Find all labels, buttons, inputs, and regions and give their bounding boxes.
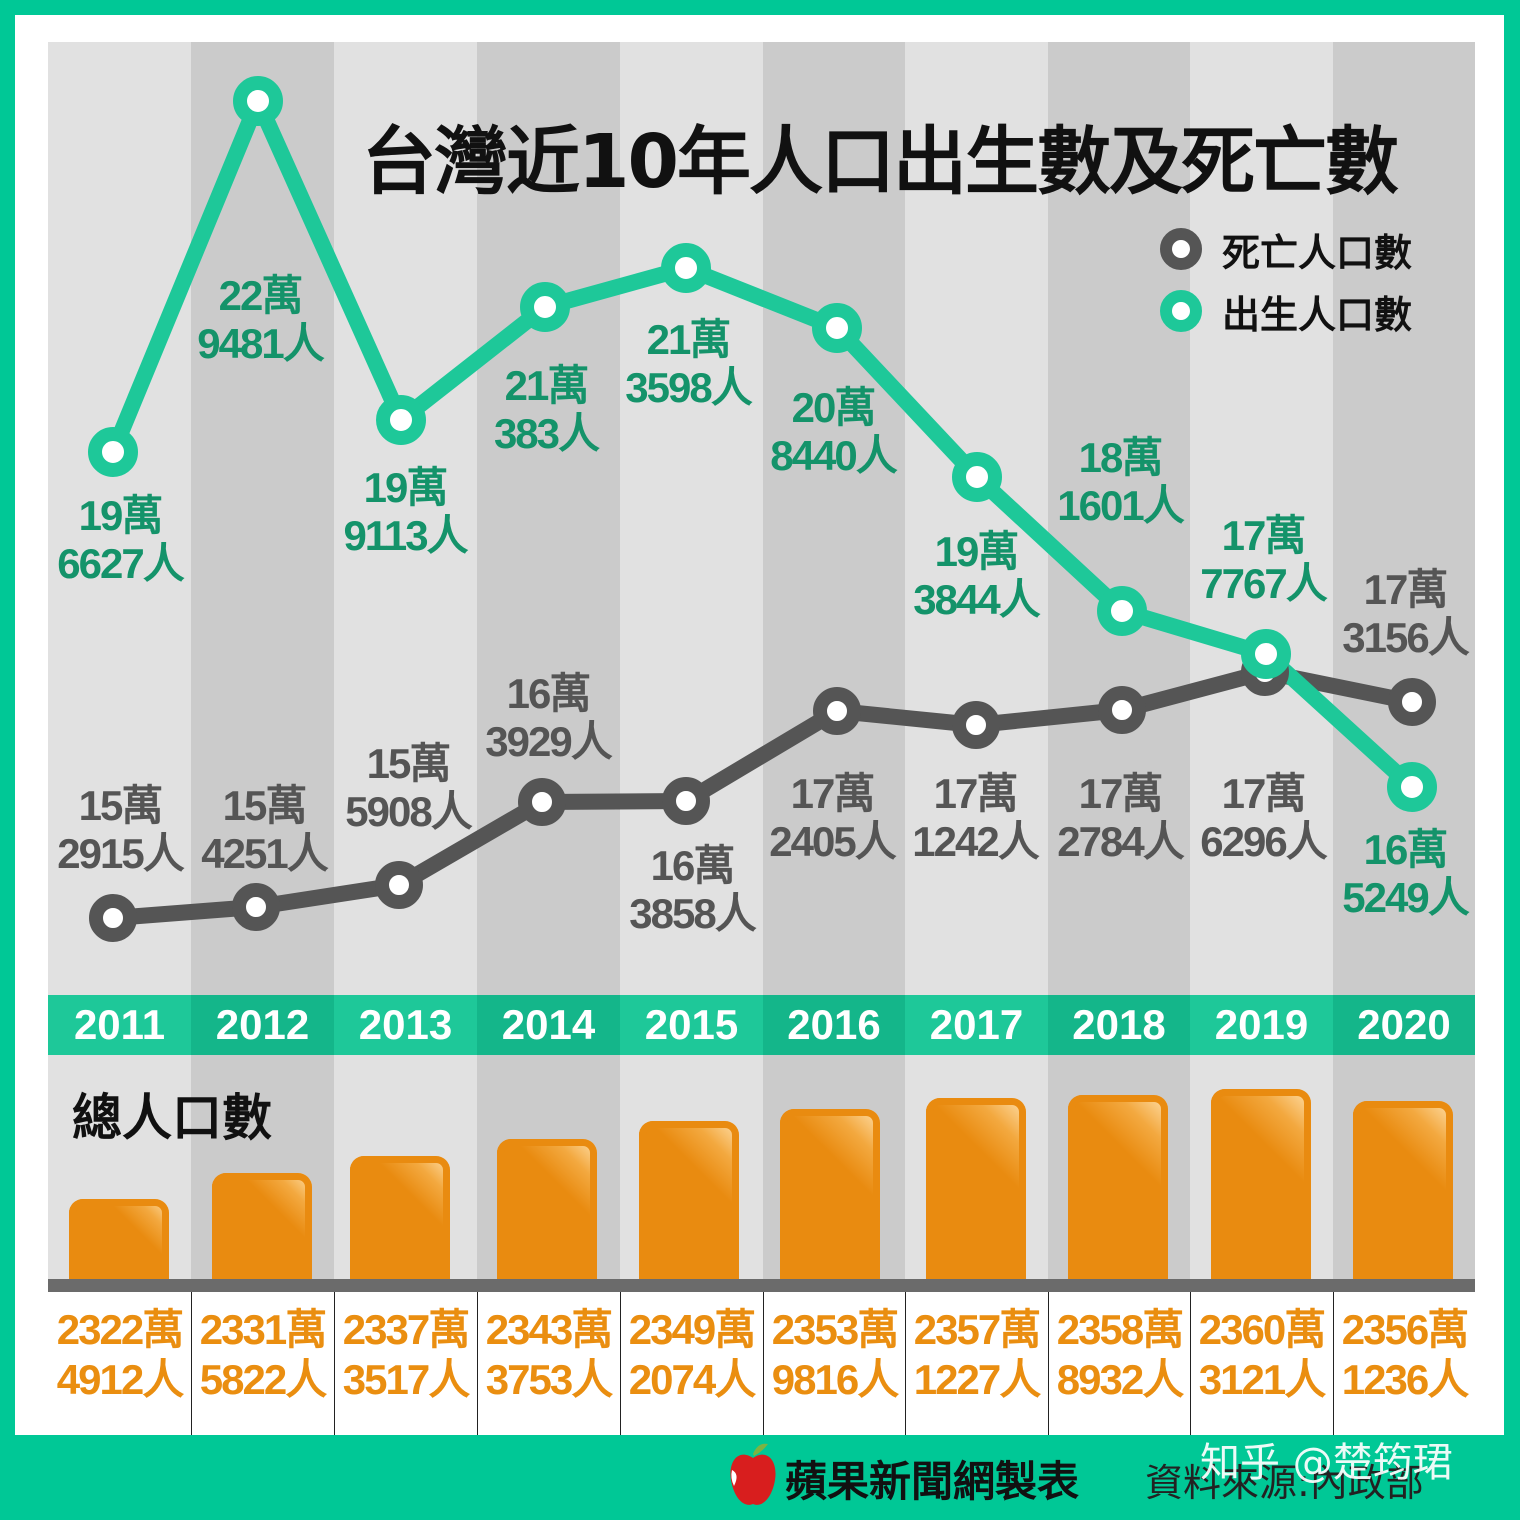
birth-markers: [88, 76, 1437, 812]
population-bar-2012: [212, 1173, 312, 1279]
footer-source: 資料來源:內政部: [1145, 1461, 1424, 1505]
year-label: 2019: [1190, 995, 1333, 1055]
population-value-2017: 2357萬 1227人: [913, 1306, 1041, 1403]
stripe-2013: [334, 42, 477, 1279]
cell-divider: [1190, 1292, 1191, 1435]
death-label-2020: 17萬 3156人: [1342, 566, 1469, 661]
stripe-2011: [48, 42, 191, 1279]
population-bar-2014: [497, 1139, 597, 1279]
death-marker-icon: [1160, 228, 1202, 270]
death-line: [112, 664, 1414, 926]
death-label-2015: 16萬 3858人: [629, 842, 756, 937]
death-label-2013: 15萬 5908人: [345, 740, 472, 835]
death-label-2014: 16萬 3929人: [485, 670, 612, 765]
death-label-2017: 17萬 1242人: [912, 770, 1039, 865]
legend-item-deaths: 死亡人口數: [1160, 218, 1412, 280]
death-label-2012: 15萬 4251人: [201, 782, 328, 877]
year-label: 2015: [620, 995, 763, 1055]
stripe-2016: [763, 42, 905, 1279]
year-label: 2017: [905, 995, 1048, 1055]
death-label-2019: 17萬 6296人: [1200, 770, 1327, 865]
population-value-2020: 2356萬 1236人: [1341, 1306, 1469, 1403]
year-label: 2020: [1333, 995, 1475, 1055]
death-label-2018: 17萬 2784人: [1057, 770, 1184, 865]
death-label-2016: 17萬 2405人: [769, 770, 896, 865]
year-label: 2012: [191, 995, 334, 1055]
legend: 死亡人口數 出生人口數: [1160, 218, 1412, 342]
year-label: 2011: [48, 995, 191, 1055]
column-stripes: [48, 42, 1475, 1279]
birth-label-2015: 21萬 3598人: [625, 316, 752, 411]
cell-divider: [1048, 1292, 1049, 1435]
year-label: 2013: [334, 995, 477, 1055]
population-value-2019: 2360萬 3121人: [1198, 1306, 1326, 1403]
legend-item-births: 出生人口數: [1160, 280, 1412, 342]
legend-label-deaths: 死亡人口數: [1222, 230, 1413, 275]
birth-label-2019: 17萬 7767人: [1200, 512, 1327, 607]
cell-divider: [191, 1292, 192, 1435]
population-value-2015: 2349萬 2074人: [628, 1306, 756, 1403]
cell-divider: [763, 1292, 764, 1435]
stripe-2014: [477, 42, 620, 1279]
bar-baseline: [48, 1279, 1475, 1292]
birth-marker-icon: [1160, 290, 1202, 332]
footer-brand: 蘋果新聞網製表: [785, 1457, 1080, 1506]
stripe-2017: [905, 42, 1048, 1279]
birth-label-2016: 20萬 8440人: [770, 384, 897, 479]
cell-divider: [620, 1292, 621, 1435]
population-bar-2020: [1353, 1101, 1453, 1279]
stripe-2012: [191, 42, 334, 1279]
population-bar-2016: [780, 1109, 880, 1279]
birth-label-2011: 19萬 6627人: [57, 492, 184, 587]
birth-label-2013: 19萬 9113人: [343, 464, 468, 559]
cell-divider: [334, 1292, 335, 1435]
birth-line: [105, 93, 1418, 793]
population-value-2013: 2337萬 3517人: [342, 1306, 470, 1403]
apple-logo-icon: [730, 1443, 776, 1505]
stripe-2020: [1333, 42, 1475, 1279]
population-bar-2017: [926, 1098, 1026, 1279]
population-bar-2011: [69, 1199, 169, 1279]
birth-label-2012: 22萬 9481人: [197, 272, 324, 367]
cell-divider: [905, 1292, 906, 1435]
chart-title: 台灣近10年人口出生數及死亡數: [362, 119, 1399, 205]
population-value-2012: 2331萬 5822人: [199, 1306, 327, 1403]
population-value-2011: 2322萬 4912人: [56, 1306, 184, 1403]
birth-label-2018: 18萬 1601人: [1057, 434, 1184, 529]
birth-label-2014: 21萬 383人: [493, 362, 600, 457]
watermark: 知乎 @楚筠珺: [1200, 1440, 1453, 1486]
population-bar-2019: [1211, 1089, 1311, 1279]
population-bar-2015: [639, 1121, 739, 1279]
population-title: 總人口數: [72, 1089, 272, 1147]
birth-label-2017: 19萬 3844人: [913, 528, 1040, 623]
population-bar-2013: [350, 1156, 450, 1279]
death-label-2011: 15萬 2915人: [57, 782, 184, 877]
year-label: 2016: [763, 995, 905, 1055]
year-label: 2014: [477, 995, 620, 1055]
cell-divider: [1333, 1292, 1334, 1435]
cell-divider: [477, 1292, 478, 1435]
population-value-2016: 2353萬 9816人: [771, 1306, 899, 1403]
population-bar-2018: [1068, 1095, 1168, 1279]
year-label: 2018: [1048, 995, 1190, 1055]
population-value-2014: 2343萬 3753人: [485, 1306, 613, 1403]
legend-label-births: 出生人口數: [1222, 292, 1413, 337]
population-value-2018: 2358萬 8932人: [1056, 1306, 1184, 1403]
year-axis: 2011 2012 2013 2014 2015 2016 2017 2018 …: [48, 995, 1475, 1055]
birth-label-2020: 16萬 5249人: [1342, 826, 1469, 921]
